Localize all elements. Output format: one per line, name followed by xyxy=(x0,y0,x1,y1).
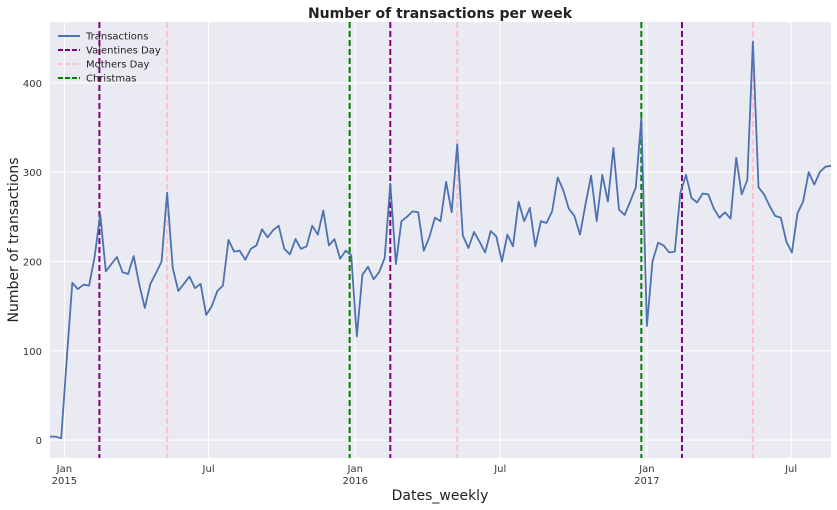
y-tick-label: 300 xyxy=(23,168,42,179)
legend-item-transactions: Transactions xyxy=(58,32,148,43)
x-tick-label: Jul xyxy=(784,464,797,475)
x-tick-label: Jan xyxy=(638,464,654,475)
x-tick-label: Jan xyxy=(347,464,363,475)
legend-label: Valentines Day xyxy=(86,46,161,57)
x-tick-label: Jan xyxy=(56,464,72,475)
y-tick-label: 100 xyxy=(23,347,42,358)
y-axis-ticks: 0 100 200 300 400 xyxy=(23,79,42,447)
x-axis-label: Dates_weekly xyxy=(392,488,489,504)
x-tick-year-label: 2017 xyxy=(634,476,659,487)
legend-label: Transactions xyxy=(85,32,148,43)
series-layer xyxy=(50,40,832,440)
x-tick-label: Jul xyxy=(493,464,506,475)
legend-label: Christmas xyxy=(86,74,136,85)
legend-item-christmas: Christmas xyxy=(58,74,136,85)
chart-title: Number of transactions per week xyxy=(308,6,573,22)
y-tick-label: 0 xyxy=(36,436,42,447)
y-tick-label: 400 xyxy=(23,79,42,90)
legend-label: Mothers Day xyxy=(86,60,149,71)
x-tick-year-label: 2016 xyxy=(343,476,368,487)
plot-background xyxy=(50,22,831,458)
legend: Transactions Valentines Day Mothers Day Chr… xyxy=(58,32,161,85)
event-lines xyxy=(98,22,754,458)
legend-item-mothers-day: Mothers Day xyxy=(58,60,149,71)
y-tick-label: 200 xyxy=(23,257,42,268)
grid xyxy=(50,22,831,458)
transactions-line xyxy=(50,40,832,440)
y-axis-label: Number of transactions xyxy=(6,157,22,322)
legend-item-valentines-day: Valentines Day xyxy=(58,46,161,57)
x-tick-label: Jul xyxy=(202,464,215,475)
x-tick-year-label: 2015 xyxy=(52,476,77,487)
